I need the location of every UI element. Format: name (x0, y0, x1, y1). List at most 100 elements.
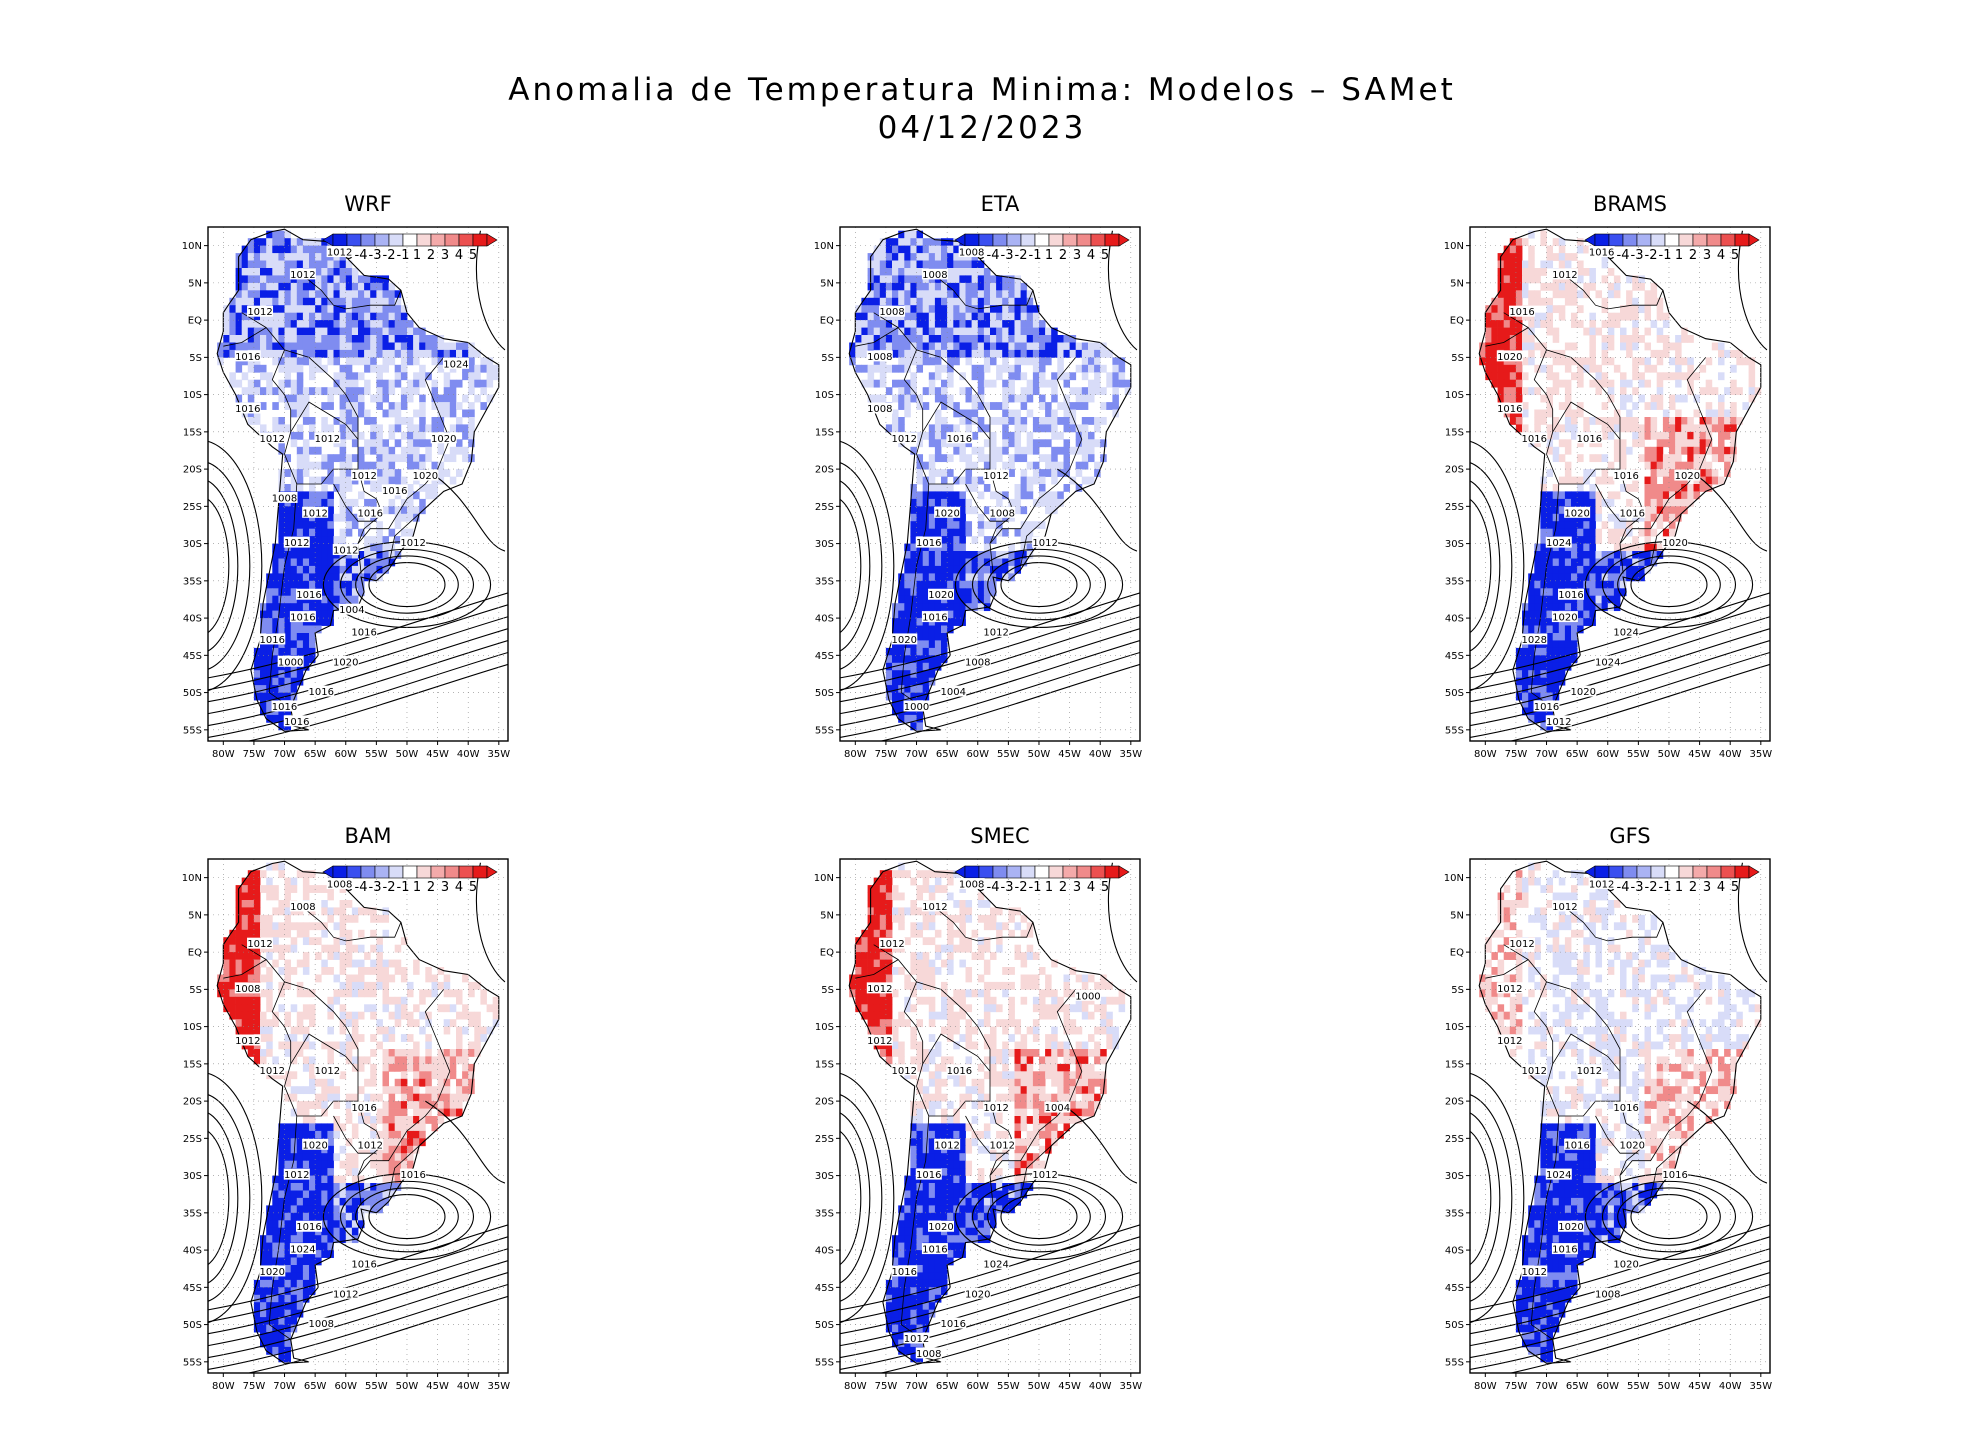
lat-tick-label: 40S (815, 1246, 834, 1257)
isobar-label: 1008 (922, 270, 947, 281)
isobar-label: 1024 (1613, 627, 1638, 638)
colorbar-label: 3 (1703, 248, 1711, 263)
isobar-label: 1020 (431, 434, 456, 445)
colorbar-label: -4 (1617, 880, 1630, 895)
map-brams: 10N 5N EQ 5S 10S 15S 20S 25S 30S 35S 40S 45S 50S 55S 8… (1444, 226, 1772, 760)
lat-tick-label: 55S (815, 1357, 834, 1368)
lon-tick-label: 35W (1120, 749, 1143, 760)
lat-tick-label: 55S (1445, 725, 1464, 736)
isobar-label: 1024 (290, 1245, 315, 1256)
lat-tick-label: 5S (1451, 353, 1464, 364)
colorbar-label: -2 (383, 248, 396, 263)
isobar-label: 1024 (983, 1259, 1008, 1270)
colorbar-label: 5 (469, 248, 477, 263)
lat-tick-label: 50S (1445, 1320, 1464, 1331)
lat-tick-label: 10N (814, 873, 834, 884)
colorbar-label: -2 (1645, 880, 1658, 895)
isobar-label: 1016 (290, 613, 315, 624)
isobar-label: 1012 (315, 1066, 340, 1077)
lat-tick-label: EQ (1450, 316, 1464, 327)
isobar-label: 1020 (1552, 613, 1577, 624)
lat-tick-label: 20S (815, 1097, 834, 1108)
colorbar-label: 5 (469, 880, 477, 895)
isobar-label: 1016 (296, 590, 321, 601)
panel-title: WRF (344, 192, 392, 216)
colorbar-label: -4 (355, 248, 368, 263)
lat-tick-label: 50S (1445, 688, 1464, 699)
lat-tick-label: 45S (183, 1283, 202, 1294)
isobar-label: 1020 (928, 1222, 953, 1233)
lat-tick-label: 55S (1445, 1357, 1464, 1368)
isobar-label: 1024 (1595, 657, 1620, 668)
isobar-label: 1020 (260, 1267, 285, 1278)
isobar-label: 1020 (934, 508, 959, 519)
isobar-label: 1020 (333, 657, 358, 668)
colorbar-label: -3 (1001, 880, 1014, 895)
isobar-label: 1016 (1564, 1140, 1589, 1151)
isobar-label: 1016 (1558, 590, 1583, 601)
colorbar-label: 2 (1059, 880, 1067, 895)
isobar-label: 1012 (315, 434, 340, 445)
lon-tick-label: 75W (243, 749, 266, 760)
lat-tick-label: 30S (1445, 539, 1464, 550)
lat-tick-label: 40S (183, 614, 202, 625)
lon-tick-label: 80W (1474, 749, 1497, 760)
panel-title: BAM (344, 824, 392, 848)
isobar-label: 1020 (928, 590, 953, 601)
lon-tick-label: 50W (1028, 1381, 1051, 1392)
isobar-label: 1004 (941, 687, 966, 698)
lat-tick-label: 25S (815, 1134, 834, 1145)
isobar-label: 1016 (260, 635, 285, 646)
lon-tick-label: 50W (1028, 749, 1051, 760)
lon-tick-label: 45W (1688, 749, 1711, 760)
lat-tick-label: 30S (815, 1171, 834, 1182)
isobar-label: 1012 (333, 546, 358, 557)
lon-tick-label: 60W (1596, 749, 1619, 760)
lon-tick-label: 60W (1596, 1381, 1619, 1392)
colorbar-label: 4 (1717, 248, 1725, 263)
lat-tick-label: 10S (815, 1022, 834, 1033)
lon-tick-label: 75W (1505, 1381, 1528, 1392)
lon-tick-label: 65W (304, 749, 327, 760)
lat-tick-label: 5N (188, 278, 202, 289)
colorbar-label: 2 (1689, 248, 1697, 263)
lat-tick-label: 25S (815, 502, 834, 513)
lon-tick-label: 45W (426, 1381, 449, 1392)
lat-tick-label: 15S (183, 427, 202, 438)
lat-tick-label: 10S (1445, 390, 1464, 401)
lat-tick-label: 5N (1450, 910, 1464, 921)
lon-tick-label: 65W (936, 1381, 959, 1392)
isobar-label: 1012 (934, 1140, 959, 1151)
isobar-label: 1000 (904, 702, 929, 713)
isobar-label: 1016 (351, 627, 376, 638)
lon-tick-label: 65W (1566, 1381, 1589, 1392)
panel-title: SMEC (970, 824, 1030, 848)
lon-tick-label: 40W (457, 749, 480, 760)
lon-tick-label: 45W (1058, 749, 1081, 760)
lon-tick-label: 80W (844, 749, 867, 760)
colorbar-label: 2 (1689, 880, 1697, 895)
isobar-label: 1012 (351, 471, 376, 482)
lat-tick-label: EQ (1450, 948, 1464, 959)
lat-tick-label: EQ (188, 948, 202, 959)
isobar-label: 1020 (965, 1289, 990, 1300)
isobar-label: 1008 (879, 307, 904, 318)
lon-tick-label: 75W (243, 1381, 266, 1392)
lat-tick-label: 35S (1445, 1208, 1464, 1219)
isobar-label: 1012 (983, 471, 1008, 482)
lat-tick-label: 20S (815, 465, 834, 476)
lon-tick-label: 45W (1058, 1381, 1081, 1392)
lon-tick-label: 80W (212, 1381, 235, 1392)
colorbar-label: 3 (441, 880, 449, 895)
isobar-label: 1008 (235, 984, 260, 995)
isobars (840, 230, 1140, 741)
isobar-label: 1020 (1662, 538, 1687, 549)
colorbar-label: 3 (1073, 248, 1081, 263)
lat-tick-label: 25S (183, 1134, 202, 1145)
lon-tick-label: 65W (304, 1381, 327, 1392)
colorbar-label: 3 (1703, 880, 1711, 895)
